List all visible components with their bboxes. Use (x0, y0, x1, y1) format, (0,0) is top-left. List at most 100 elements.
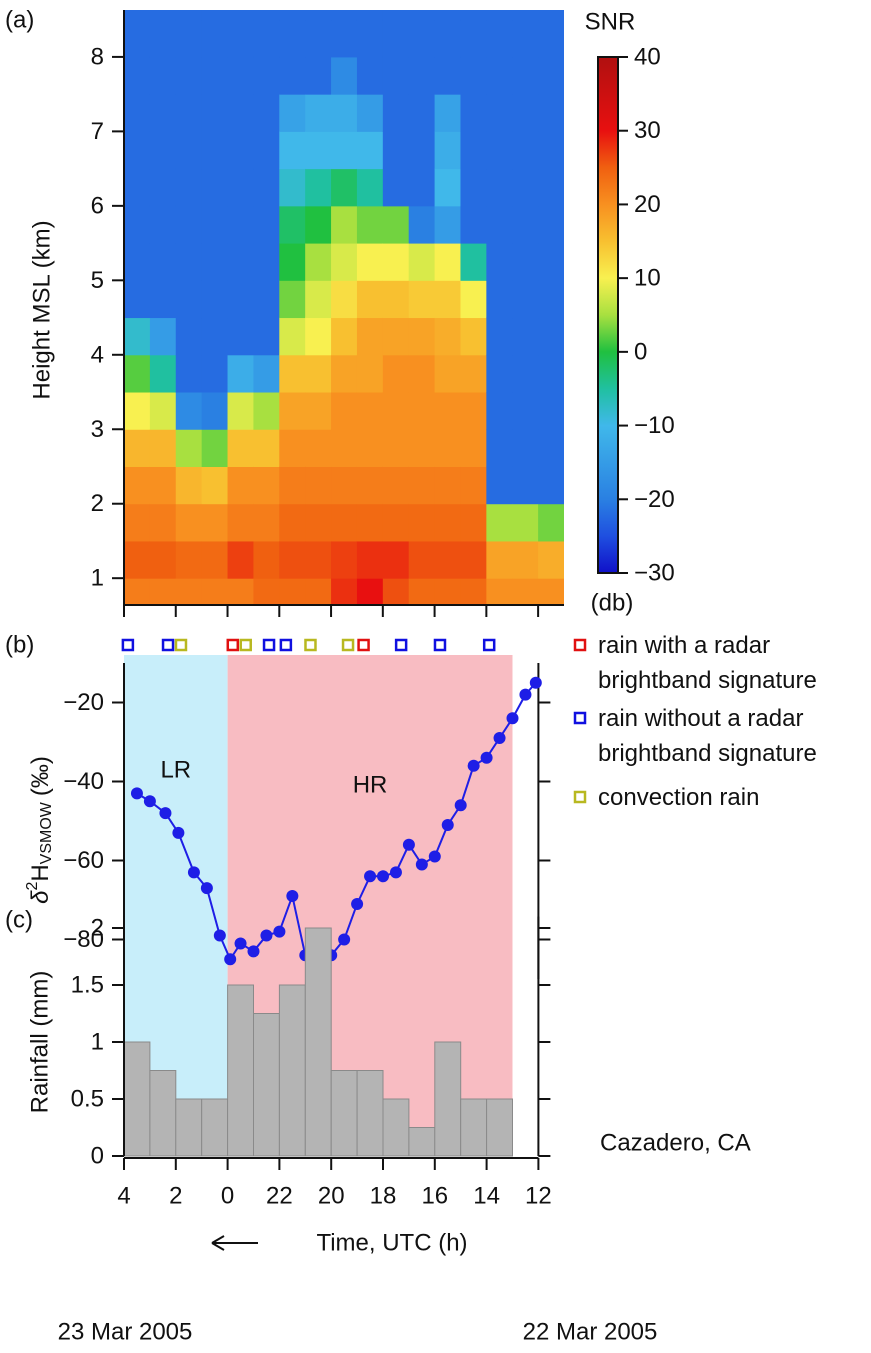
x-tick-label: 2 (169, 1183, 182, 1210)
y-tick-label: 2 (91, 490, 104, 517)
heat-cell (279, 392, 306, 430)
label-part: δ (27, 890, 54, 904)
heat-cell (434, 280, 461, 319)
heat-cell (434, 392, 461, 430)
heat-cell (408, 280, 436, 319)
point (286, 890, 299, 903)
heat-cell (227, 354, 254, 393)
point (480, 751, 493, 764)
heat-cell (460, 503, 487, 542)
heat-cell (305, 243, 332, 281)
heat-cell (486, 168, 513, 207)
heat-cell (124, 10, 151, 21)
point (143, 795, 156, 808)
heat-cell (149, 10, 177, 21)
colorbar-unit: (db) (591, 590, 634, 617)
heat-cell (201, 466, 229, 505)
heat-cell (486, 578, 513, 605)
point (364, 870, 377, 883)
heat-cell (331, 540, 358, 579)
heat-cell (175, 10, 203, 21)
heat-cell (512, 10, 539, 21)
heat-cell (149, 131, 177, 170)
heat-cell (331, 317, 358, 356)
heat-cell (253, 131, 280, 170)
heat-cell (486, 317, 513, 356)
heat-cell (124, 56, 151, 95)
heat-cell (460, 131, 487, 170)
heat-cell (279, 466, 306, 505)
heat-cell (305, 94, 332, 132)
heat-cell (408, 205, 436, 244)
heat-cell (201, 19, 229, 58)
heat-cell (356, 280, 384, 319)
heat-cell (331, 19, 358, 58)
heat-cell (305, 56, 332, 95)
heat-cell (486, 540, 513, 579)
annotation: Cazadero, CA (600, 1130, 751, 1157)
heat-cell (227, 578, 254, 605)
heat-cell (149, 280, 177, 319)
rain-type-marker (341, 638, 355, 652)
heat-cell (149, 205, 177, 244)
heat-cell (460, 168, 487, 207)
heat-cell (460, 317, 487, 356)
heat-cell (434, 354, 461, 393)
legend-swatch (573, 638, 587, 652)
heat-cell (149, 503, 177, 542)
heat-cell (356, 56, 384, 95)
heat-cell (331, 205, 358, 244)
heat-cell (408, 131, 436, 170)
legend-label: rain with a radar brightband signature (598, 632, 817, 694)
heat-cell (305, 131, 332, 170)
heat-cell (305, 466, 332, 505)
label-part: 2 (24, 882, 41, 891)
heat-cell (434, 578, 461, 605)
heat-cell (331, 429, 358, 467)
heat-cell (227, 503, 254, 542)
y-tick-label: −80 (63, 926, 104, 953)
heat-cell (201, 280, 229, 319)
heat-cell (460, 466, 487, 505)
point (247, 945, 260, 958)
heat-cell (538, 10, 564, 21)
heat-cell (253, 503, 280, 542)
heat-cell (149, 243, 177, 281)
heat-cell (408, 317, 436, 356)
heat-cell (331, 168, 358, 207)
heat-cell (331, 578, 358, 605)
heat-cell (434, 317, 461, 356)
bar (460, 1098, 488, 1157)
heat-cell (305, 429, 332, 467)
heat-cell (512, 131, 539, 170)
heat-cell (382, 56, 410, 95)
heat-cell (382, 280, 410, 319)
heat-cell (253, 56, 280, 95)
heat-cell (305, 503, 332, 542)
x-tick-label: 16 (421, 1183, 448, 1210)
heat-cell (408, 354, 436, 393)
heat-cell (175, 56, 203, 95)
point (159, 807, 172, 820)
y-tick-label: 8 (91, 43, 104, 70)
heat-cell (486, 243, 513, 281)
heat-cell (253, 466, 280, 505)
heat-cell (227, 392, 254, 430)
heat-cell (356, 317, 384, 356)
heat-cell (408, 243, 436, 281)
heat-cell (538, 131, 564, 170)
heat-cell (512, 578, 539, 605)
heat-cell (227, 205, 254, 244)
heat-cell (356, 392, 384, 430)
rain-type-marker (174, 638, 188, 652)
heat-cell (538, 19, 564, 58)
heat-cell (486, 280, 513, 319)
bar (486, 1098, 514, 1157)
heat-cell (356, 578, 384, 605)
bar (356, 1070, 384, 1157)
heat-cell (227, 10, 254, 21)
heat-cell (434, 19, 461, 58)
heat-cell (253, 205, 280, 244)
heat-cell (486, 466, 513, 505)
